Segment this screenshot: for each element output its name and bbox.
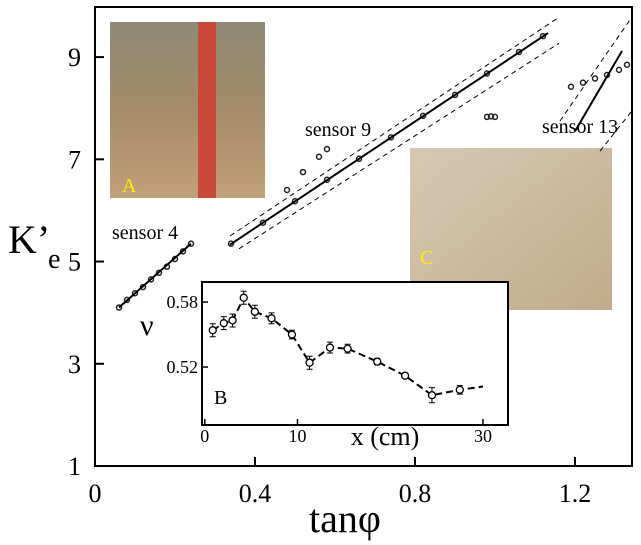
inset-point — [456, 386, 463, 393]
y-axis-label-sub: e — [48, 244, 60, 275]
data-point — [317, 154, 322, 159]
inset-point — [268, 315, 275, 322]
inset-point — [344, 345, 351, 352]
annotation: sensor 13 — [542, 116, 618, 138]
data-point — [325, 147, 330, 152]
y-tick-label: 7 — [68, 145, 81, 174]
y-tick-label: 5 — [68, 248, 81, 277]
data-point — [569, 84, 574, 89]
inset-point — [209, 327, 216, 334]
data-point — [301, 170, 306, 175]
inset-point — [306, 359, 313, 366]
photo-a — [110, 22, 265, 198]
x-tick-label: 0.4 — [239, 479, 272, 508]
inset-frame — [202, 282, 508, 425]
x-tick-label: 0.8 — [399, 479, 432, 508]
inset-point — [220, 320, 227, 327]
inset-point — [374, 358, 381, 365]
inset-point — [251, 308, 258, 315]
inset-x-tick-label: 0 — [200, 426, 209, 446]
inset-x-tick-label: 30 — [474, 426, 492, 446]
data-point — [581, 80, 586, 85]
x-tick-label: 0 — [89, 479, 102, 508]
inset-label: B — [214, 387, 227, 409]
inset-y-tick-label: 0.58 — [167, 292, 199, 312]
x-tick-label: 1.2 — [559, 479, 592, 508]
annotation: sensor 9 — [305, 119, 371, 141]
annotation: A — [122, 175, 137, 197]
inset-x-tick-label: 10 — [289, 426, 307, 446]
inset-x-label: x (cm) — [351, 422, 420, 451]
inset-y-tick-label: 0.52 — [167, 357, 199, 377]
inset-point — [229, 317, 236, 324]
y-tick-label: 1 — [68, 452, 81, 481]
inset-point — [288, 331, 295, 338]
annotation: sensor 4 — [112, 222, 178, 244]
data-point — [625, 62, 630, 67]
inset-point — [240, 294, 247, 301]
data-point — [493, 114, 498, 119]
annotation: C — [420, 247, 433, 269]
y-tick-label: 9 — [68, 43, 81, 72]
figure: 0 0.4 0.8 1.2 1 3 5 7 9 tanφ K’e sensor 4 sensor 9 se… — [0, 0, 641, 545]
inset-y-label: ν — [140, 309, 154, 342]
ruler — [198, 22, 216, 198]
inset-point — [326, 344, 333, 351]
y-axis-label: K’ — [8, 217, 50, 262]
y-tick-label: 3 — [68, 350, 81, 379]
data-point — [285, 187, 290, 192]
inset-point — [402, 372, 409, 379]
data-point — [617, 67, 622, 72]
fit-line — [560, 20, 630, 121]
data-point — [593, 76, 598, 81]
inset-point — [428, 392, 435, 399]
x-axis-label: tanφ — [309, 496, 381, 541]
